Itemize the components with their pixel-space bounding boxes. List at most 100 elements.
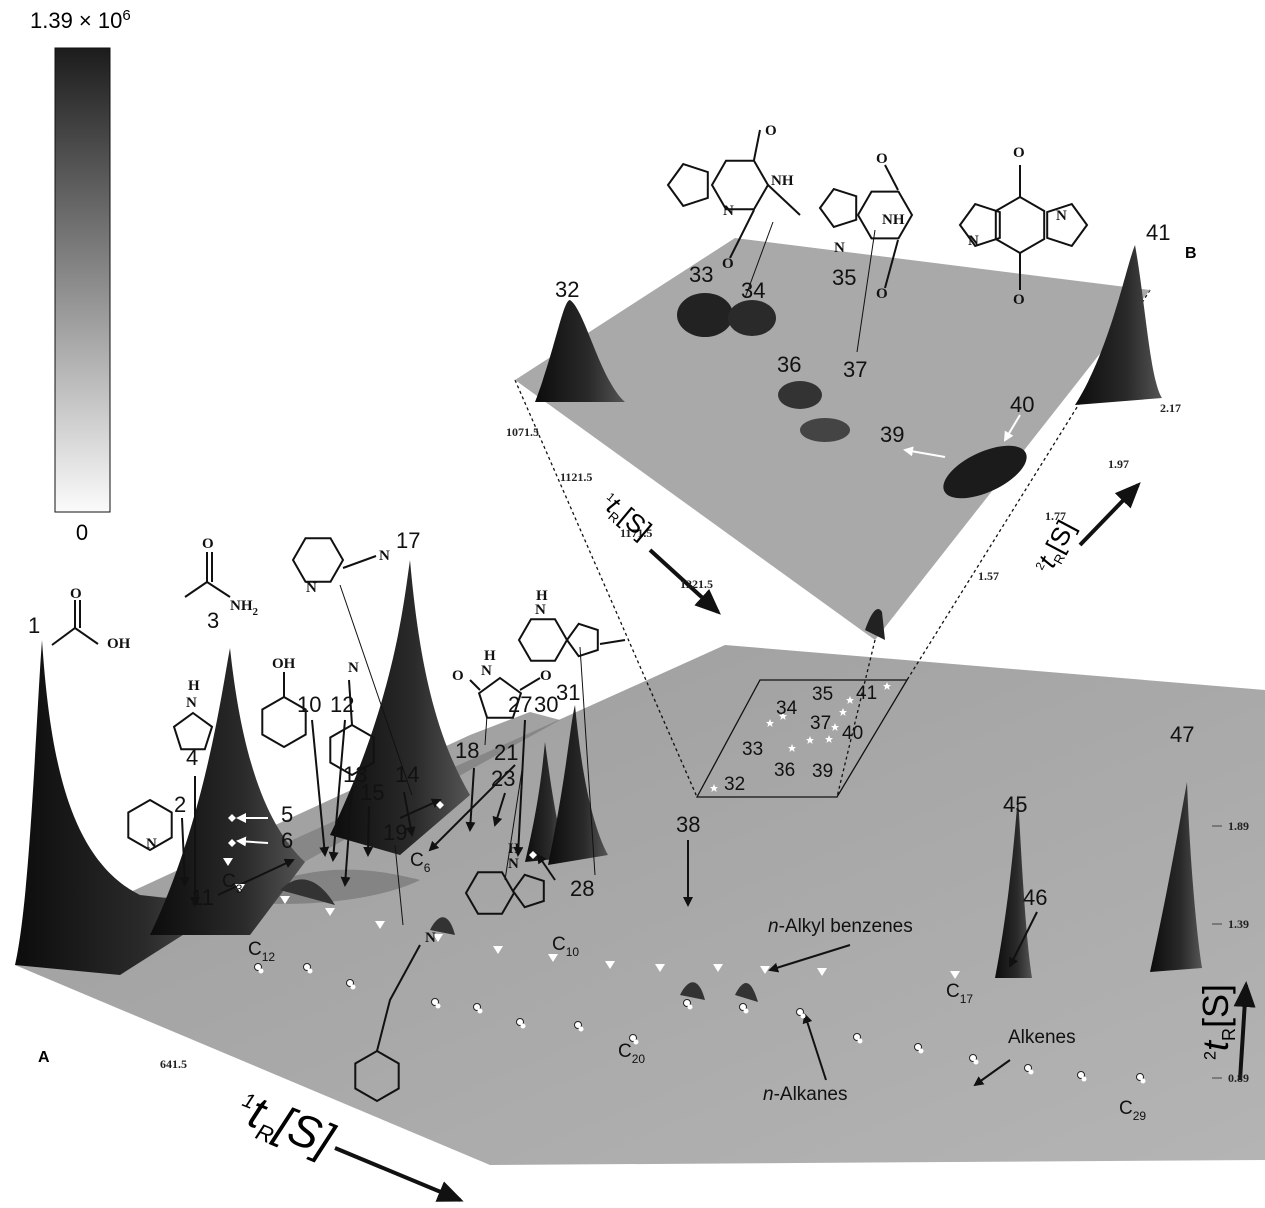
axis-arrow: [1080, 485, 1138, 545]
tick-label: 1071.5: [506, 425, 539, 439]
peak-label: 38: [676, 812, 700, 837]
axis-arrow: [335, 1148, 460, 1200]
peak-label: 33: [689, 262, 713, 287]
annotation-text: -Alkyl benzenes: [779, 916, 913, 937]
peak-label: 45: [1003, 792, 1027, 817]
annotation: Alkenes: [1008, 1027, 1076, 1048]
peak-label: 31: [556, 680, 580, 705]
peak-label: 30: [534, 692, 558, 717]
axis-title: 2tR[S]: [1029, 515, 1083, 579]
tick-label: 641.5: [160, 1057, 187, 1071]
homolog-label-sub: 3: [236, 882, 243, 896]
marker-dot: [634, 1040, 639, 1045]
atom-label: H: [188, 678, 200, 694]
structure-bond: [185, 582, 230, 597]
atom-label: O: [540, 668, 552, 684]
atom-label: OH: [107, 636, 131, 652]
axis-title: 2tR[S]: [1195, 984, 1239, 1060]
marker-dot: [801, 1014, 806, 1019]
atom-label: N: [1056, 208, 1067, 224]
peak-label: 18: [455, 738, 479, 763]
structure-bond: [470, 680, 480, 690]
marker-dot: [308, 969, 313, 974]
atom-label: N: [834, 240, 845, 256]
peak-label: 32: [555, 277, 579, 302]
peak-label: 4: [186, 745, 198, 770]
axis-title-post: [S]: [1195, 984, 1236, 1028]
marker-dot: [688, 1005, 693, 1010]
axis-title-sub: R: [1219, 1028, 1239, 1041]
structure-ring: [668, 164, 708, 206]
structure-ring: [996, 197, 1044, 253]
peak-label: 37: [843, 357, 867, 382]
peak-label: 47: [1170, 722, 1194, 747]
colorbar-max-base: 1.39 × 10: [30, 8, 122, 33]
peak-label: 17: [396, 528, 420, 553]
atom-label: N: [535, 602, 546, 618]
axis-title-post: [S]: [268, 1096, 342, 1166]
annotation: n-Alkyl benzenes: [768, 916, 913, 937]
peak-label: 32: [724, 774, 745, 795]
structure-ring: [960, 204, 1000, 246]
atom-label: H: [484, 648, 496, 664]
tick-label: 1.97: [1108, 457, 1129, 471]
peak: [800, 418, 850, 442]
marker-dot: [974, 1060, 979, 1065]
marker-dot: [579, 1027, 584, 1032]
colorbar-min: 0: [76, 520, 88, 545]
marker-dot: [1082, 1077, 1087, 1082]
homolog-label-base: C: [552, 934, 566, 955]
atom-label: N: [968, 233, 979, 249]
structure-ring: [1047, 204, 1087, 246]
atom-label: N: [348, 660, 359, 676]
homolog-label-sub: 29: [1133, 1109, 1147, 1123]
annotation-italic: n: [763, 1084, 774, 1105]
structure-ring: [712, 161, 768, 209]
structure-ring: [293, 538, 343, 581]
peak-label: 41: [856, 683, 877, 704]
homolog-label-base: C: [410, 850, 424, 871]
homolog-label-sub: 17: [960, 992, 974, 1006]
peak-label: 35: [812, 684, 833, 705]
atom-label: O: [1013, 292, 1025, 308]
peak-label: 11: [191, 885, 214, 910]
peak-label: 27: [508, 692, 532, 717]
structure-bond: [754, 130, 760, 160]
marker-dot: [521, 1024, 526, 1029]
annotation-text: -Alkanes: [774, 1084, 848, 1105]
atom-label: OH: [272, 656, 296, 672]
atom-label: N: [186, 695, 197, 711]
marker-dot: [259, 969, 264, 974]
annotation-italic: n: [768, 916, 779, 937]
peak-label: 2: [174, 792, 186, 817]
marker-dot: [858, 1039, 863, 1044]
atom-label: O: [876, 151, 888, 167]
atom-label: O: [876, 286, 888, 302]
tick-label: 2.17: [1160, 401, 1181, 415]
atom-label: N: [481, 663, 492, 679]
atom-label: O: [70, 586, 82, 602]
atom-label: N: [425, 930, 436, 946]
peak-label: 10: [297, 692, 321, 717]
structure-ring: [519, 619, 567, 661]
structure-bond: [600, 640, 625, 644]
tick-label: 1221.5: [680, 577, 713, 591]
peak-label: 5: [281, 802, 293, 827]
tick-label: 1.39: [1228, 917, 1249, 931]
atom-label: N: [379, 548, 390, 564]
peak-label: 37: [810, 713, 831, 734]
axis-title-sup: 2: [1201, 1051, 1219, 1060]
annotation: n-Alkanes: [763, 1084, 848, 1105]
atom-label: O: [722, 256, 734, 272]
peak-label: 14: [395, 762, 419, 787]
page: { "colorbar": {"max": {"base": "1.39 × 1…: [0, 0, 1265, 1208]
homolog-label-sub: 10: [566, 945, 580, 959]
homolog-label-base: C: [946, 981, 960, 1002]
homolog-label-sub: 12: [262, 950, 276, 964]
marker-dot: [1029, 1070, 1034, 1075]
structure-ring: [174, 713, 212, 749]
structure-ring: [567, 624, 598, 656]
atom-label: NH: [771, 173, 794, 189]
marker-dot: [919, 1049, 924, 1054]
peak-label: 28: [570, 876, 594, 901]
